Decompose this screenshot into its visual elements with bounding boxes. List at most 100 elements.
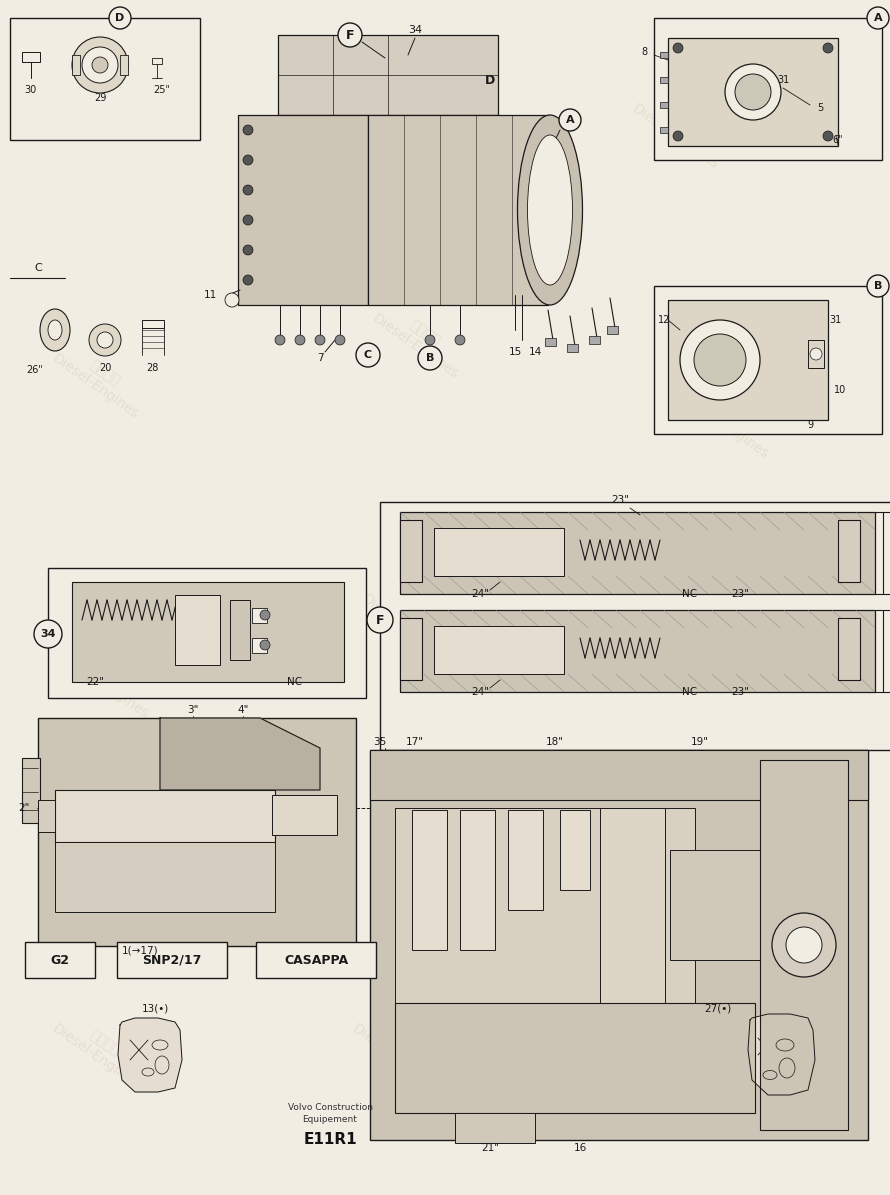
Text: E11R1: E11R1 [303, 1133, 357, 1147]
Bar [175, 595, 220, 664]
Text: NC: NC [683, 589, 698, 599]
Ellipse shape [40, 310, 70, 351]
Circle shape [243, 275, 253, 284]
Bar [600, 808, 665, 1003]
Circle shape [92, 57, 108, 73]
Circle shape [673, 43, 683, 53]
Bar [668, 300, 828, 419]
Text: 11: 11 [204, 290, 216, 300]
Circle shape [367, 607, 393, 633]
Bar [607, 326, 618, 333]
Text: 17": 17" [406, 737, 424, 747]
Bar [117, 942, 227, 978]
Text: 22": 22" [86, 678, 104, 687]
Circle shape [735, 74, 771, 110]
Bar [252, 608, 267, 623]
Bar [272, 795, 337, 835]
Text: 23": 23" [731, 589, 749, 599]
Circle shape [823, 43, 833, 53]
Text: 12: 12 [658, 315, 670, 325]
Bar [72, 582, 344, 682]
Bar [55, 790, 275, 842]
Circle shape [72, 37, 128, 93]
Bar [670, 850, 760, 960]
Circle shape [680, 320, 760, 400]
Bar [400, 511, 875, 594]
Bar [760, 760, 848, 1130]
Text: Volvo Construction: Volvo Construction [287, 1103, 373, 1113]
Bar [120, 55, 128, 75]
Ellipse shape [517, 115, 582, 305]
Bar [508, 810, 543, 911]
Text: 装发动力
Diesel-Engines: 装发动力 Diesel-Engines [350, 1009, 450, 1092]
Text: F: F [345, 29, 354, 42]
Bar [654, 18, 882, 160]
Circle shape [295, 335, 305, 345]
Bar [380, 502, 890, 750]
Text: 23": 23" [611, 495, 629, 505]
Bar [400, 520, 422, 582]
Text: 31: 31 [777, 75, 789, 85]
Bar [460, 810, 495, 950]
Text: NC: NC [287, 678, 303, 687]
Text: SNP2/17: SNP2/17 [142, 954, 202, 967]
Bar [412, 810, 447, 950]
Text: A: A [874, 13, 882, 23]
Text: 5: 5 [817, 103, 823, 114]
Text: 20: 20 [99, 363, 111, 373]
Circle shape [694, 333, 746, 386]
Text: B: B [874, 281, 882, 292]
Text: 装发动力
Diesel-Engines: 装发动力 Diesel-Engines [360, 578, 460, 662]
Text: 28: 28 [146, 363, 158, 373]
Bar [238, 115, 368, 305]
Bar [72, 55, 80, 75]
Circle shape [243, 185, 253, 195]
Text: 14: 14 [529, 347, 542, 357]
Text: 34: 34 [40, 629, 56, 639]
Text: 装发动力
Diesel-Engines: 装发动力 Diesel-Engines [190, 839, 290, 921]
Text: 31: 31 [829, 315, 841, 325]
Bar [838, 618, 860, 680]
Polygon shape [748, 1015, 815, 1095]
Text: 10: 10 [834, 385, 846, 396]
Text: 装发动力
Diesel-Engines: 装发动力 Diesel-Engines [629, 88, 731, 172]
Text: 18": 18" [546, 737, 564, 747]
Text: 装发动力
Diesel-Engines: 装发动力 Diesel-Engines [60, 638, 160, 722]
Text: 25": 25" [153, 85, 171, 94]
Polygon shape [160, 718, 320, 790]
Ellipse shape [48, 320, 62, 341]
Circle shape [89, 324, 121, 356]
Circle shape [823, 131, 833, 141]
Text: 装发动力
Diesel-Engines: 装发动力 Diesel-Engines [679, 638, 781, 722]
Bar [370, 750, 868, 1140]
Polygon shape [118, 1018, 182, 1092]
Text: 35: 35 [373, 737, 386, 747]
Bar [25, 942, 95, 978]
Bar [368, 115, 548, 305]
Bar [370, 750, 868, 799]
Bar [152, 59, 162, 65]
Ellipse shape [528, 135, 572, 284]
Text: CASAPPA: CASAPPA [284, 954, 348, 967]
Text: 装发动力
Diesel-Engines: 装发动力 Diesel-Engines [709, 908, 811, 992]
Bar [48, 568, 366, 698]
Text: B: B [425, 353, 434, 363]
Circle shape [356, 343, 380, 367]
Circle shape [109, 7, 131, 29]
Circle shape [243, 155, 253, 165]
Text: 装发动力
Diesel-Engines: 装发动力 Diesel-Engines [369, 299, 471, 381]
Text: 16: 16 [573, 1142, 587, 1153]
Circle shape [225, 293, 239, 307]
Text: 1(→17): 1(→17) [122, 945, 158, 955]
Bar [400, 618, 422, 680]
Text: Equipement: Equipement [303, 1115, 358, 1124]
Text: 9: 9 [807, 419, 813, 430]
Bar [434, 528, 564, 576]
Text: 24": 24" [471, 589, 489, 599]
Bar [589, 336, 600, 344]
Bar [660, 76, 668, 82]
Bar [400, 609, 875, 692]
Text: 19": 19" [691, 737, 709, 747]
Bar [660, 53, 668, 59]
Text: 2": 2" [19, 803, 30, 813]
